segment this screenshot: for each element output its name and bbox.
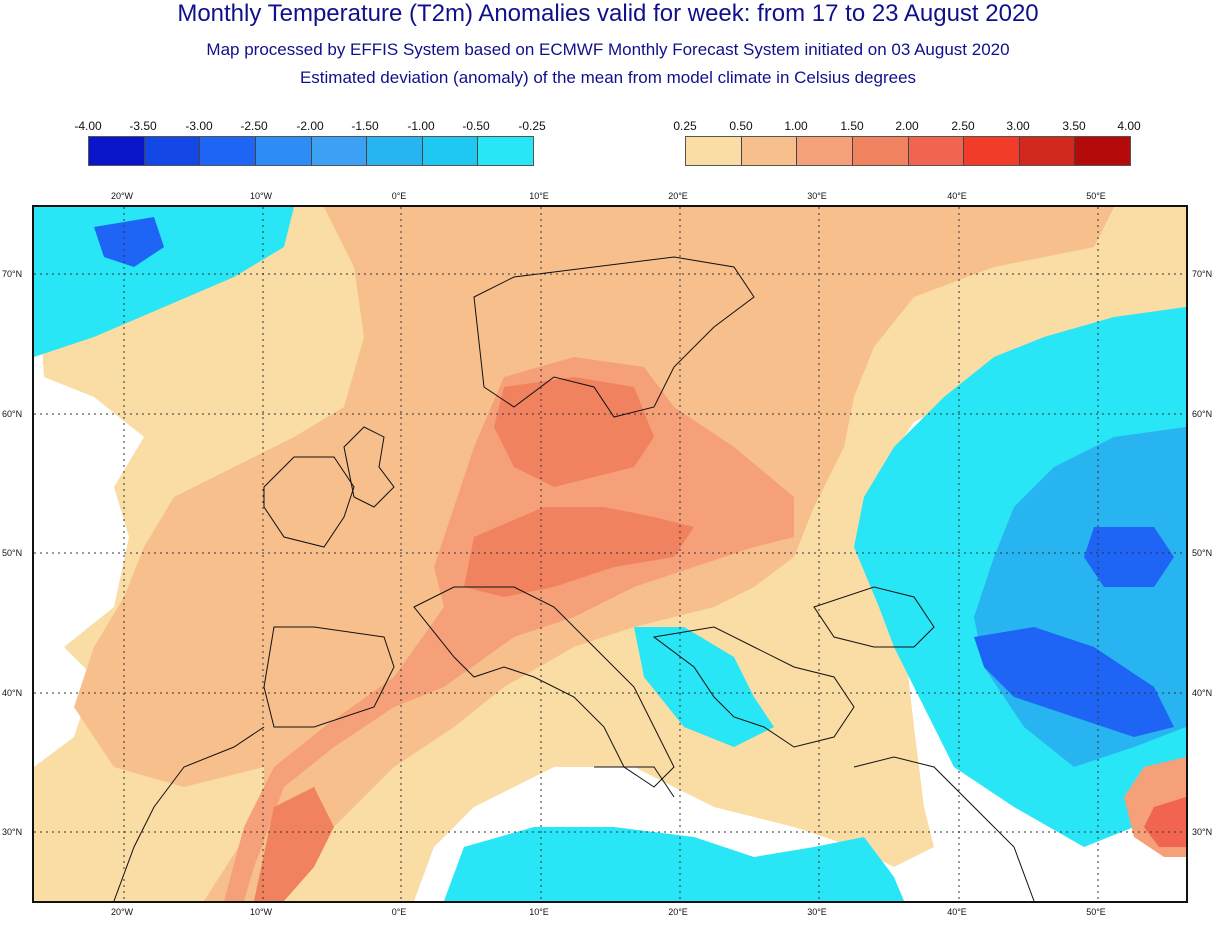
lat-label-right: 60°N xyxy=(1192,409,1213,419)
lon-label-top: 30°E xyxy=(807,191,827,201)
legend-pos-swatch-3 xyxy=(852,137,909,165)
legend-neg-swatch-0 xyxy=(89,137,145,165)
legend-pos-label: 0.50 xyxy=(729,119,753,133)
lon-label-bottom: 30°E xyxy=(807,907,827,917)
legend-neg-swatch-1 xyxy=(144,137,201,165)
legend-neg-label: -3.50 xyxy=(129,119,157,133)
legend-neg-label: -2.00 xyxy=(296,119,324,133)
lat-label-left: 70°N xyxy=(2,269,23,279)
mediterranean-cold-region xyxy=(444,827,904,901)
lat-label-left: 60°N xyxy=(2,409,23,419)
lon-label-bottom: 10°W xyxy=(249,907,273,917)
map-description: Estimated deviation (anomaly) of the mea… xyxy=(299,68,917,87)
legend-pos-swatch-7 xyxy=(1075,137,1130,165)
balkan-cold-region xyxy=(634,627,774,747)
legend-neg-swatch-4 xyxy=(311,137,368,165)
core-warm-region xyxy=(254,377,694,901)
atlantic-cold-region xyxy=(34,207,294,357)
legend-pos-label: 1.00 xyxy=(784,119,808,133)
legend-neg-swatch-6 xyxy=(422,137,479,165)
map-canvas xyxy=(34,207,1186,901)
legend-pos-swatch-4 xyxy=(908,137,965,165)
legend-pos-swatch-6 xyxy=(1019,137,1076,165)
legend-pos-label: 0.25 xyxy=(673,119,697,133)
legend-neg-swatch-7 xyxy=(478,137,533,165)
map-subtitle: Map processed by EFFIS System based on E… xyxy=(206,40,1010,59)
lon-label-top: 10°E xyxy=(529,191,549,201)
legend-pos-label: 3.00 xyxy=(1006,119,1030,133)
lon-label-top: 20°E xyxy=(668,191,688,201)
legend-pos-label: 4.00 xyxy=(1117,119,1141,133)
lon-label-bottom: 0°E xyxy=(391,907,407,917)
legend-negative-colorbar xyxy=(88,136,534,166)
legend-neg-label: -1.00 xyxy=(407,119,435,133)
lon-label-top: 0°E xyxy=(391,191,407,201)
coastlines xyxy=(113,256,1035,901)
legend-positive-colorbar xyxy=(685,136,1131,166)
legend-neg-label: -4.00 xyxy=(74,119,102,133)
lat-label-right: 50°N xyxy=(1192,548,1213,558)
legend-pos-swatch-1 xyxy=(741,137,798,165)
graticule xyxy=(34,207,1186,901)
arabia-hot-core xyxy=(1144,797,1186,847)
lon-label-bottom: 20°W xyxy=(110,907,134,917)
lon-label-bottom: 40°E xyxy=(947,907,967,917)
map-title: Monthly Temperature (T2m) Anomalies vali… xyxy=(177,0,1039,27)
legend-neg-label: -2.50 xyxy=(240,119,268,133)
anomaly-map xyxy=(32,205,1188,903)
lat-label-right: 40°N xyxy=(1192,688,1213,698)
legend-neg-swatch-5 xyxy=(367,137,423,165)
legend-neg-label: -0.50 xyxy=(462,119,490,133)
lat-label-right: 70°N xyxy=(1192,269,1213,279)
lat-label-right: 30°N xyxy=(1192,827,1213,837)
lon-label-top: 20°W xyxy=(110,191,134,201)
central-europe-warm-region xyxy=(224,357,794,901)
lon-label-top: 10°W xyxy=(249,191,273,201)
legend-pos-swatch-2 xyxy=(797,137,853,165)
atlantic-colder-region xyxy=(94,217,164,267)
legend-neg-swatch-3 xyxy=(255,137,312,165)
legend-pos-label: 2.00 xyxy=(895,119,919,133)
lon-label-top: 40°E xyxy=(947,191,967,201)
lon-label-bottom: 50°E xyxy=(1086,907,1106,917)
lon-label-bottom: 10°E xyxy=(529,907,549,917)
lon-label-top: 50°E xyxy=(1086,191,1106,201)
lat-label-left: 30°N xyxy=(2,827,23,837)
legend-neg-label: -3.00 xyxy=(185,119,213,133)
legend-pos-label: 2.50 xyxy=(951,119,975,133)
caspian-cold-core xyxy=(974,527,1174,737)
legend-neg-swatch-2 xyxy=(200,137,256,165)
legend-pos-swatch-5 xyxy=(964,137,1020,165)
legend-neg-label: -0.25 xyxy=(518,119,546,133)
legend-pos-swatch-0 xyxy=(686,137,742,165)
lat-label-left: 50°N xyxy=(2,548,23,558)
lon-label-bottom: 20°E xyxy=(668,907,688,917)
legend-pos-label: 1.50 xyxy=(840,119,864,133)
legend-pos-label: 3.50 xyxy=(1062,119,1086,133)
legend-neg-label: -1.50 xyxy=(351,119,379,133)
lat-label-left: 40°N xyxy=(2,688,23,698)
